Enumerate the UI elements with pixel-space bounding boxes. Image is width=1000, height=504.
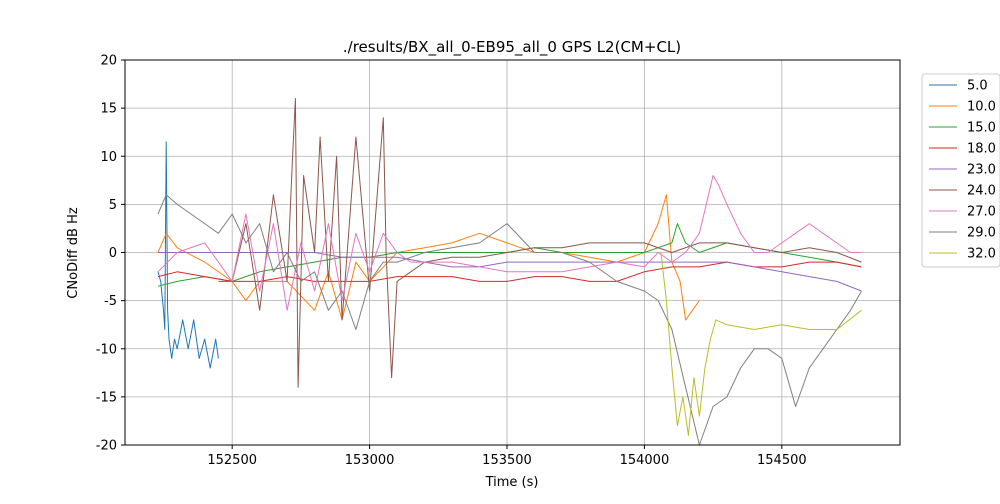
x-tick-label: 153000	[345, 453, 395, 468]
x-tick-label: 152500	[207, 453, 257, 468]
x-tick-label: 154500	[757, 453, 807, 468]
legend-frame	[921, 73, 1000, 268]
y-tick-label: 15	[100, 102, 117, 117]
series-line-29.0	[157, 194, 862, 446]
y-tick-label: 5	[109, 198, 117, 213]
y-tick-label: 0	[109, 246, 117, 261]
legend-label: 27.0	[967, 205, 996, 220]
y-tick-label: 20	[100, 54, 117, 69]
y-tick-label: 10	[100, 150, 117, 165]
legend-label: 23.0	[967, 163, 996, 178]
y-axis-ticks: -20 -15 -10 -5 0 5 10 15 20	[96, 54, 125, 454]
series-line-24.0	[218, 98, 862, 388]
x-tick-label: 154000	[620, 453, 670, 468]
series-group	[157, 98, 862, 446]
series-line-27.0	[157, 175, 862, 311]
y-tick-label: -15	[96, 390, 117, 405]
legend-label: 15.0	[967, 121, 996, 136]
y-tick-label: -10	[96, 342, 117, 357]
chart-title: ./results/BX_all_0-EB95_all_0 GPS L2(CM+…	[343, 38, 681, 57]
series-line-5.0	[157, 141, 219, 369]
x-tick-label: 153500	[482, 453, 532, 468]
x-axis-ticks: 152500 153000 153500 154000 154500	[207, 445, 807, 468]
legend-label: 10.0	[967, 100, 996, 115]
y-tick-label: -20	[96, 439, 117, 454]
series-line-10.0	[157, 194, 700, 321]
series-line-32.0	[660, 252, 862, 436]
legend-label: 29.0	[967, 226, 996, 241]
legend-label: 5.0	[967, 79, 988, 94]
legend-label: 24.0	[967, 184, 996, 199]
legend-label: 32.0	[967, 247, 996, 262]
y-axis-label: CNoDiff dB Hz	[66, 207, 81, 299]
series-line-23.0	[158, 252, 862, 292]
legend: 5.0 10.0 15.0 18.0 23.0 24.0 27.0 29.0 32.0	[921, 73, 1000, 268]
x-axis-label: Time (s)	[485, 475, 539, 490]
y-tick-label: -5	[104, 294, 117, 309]
legend-label: 18.0	[967, 142, 996, 157]
